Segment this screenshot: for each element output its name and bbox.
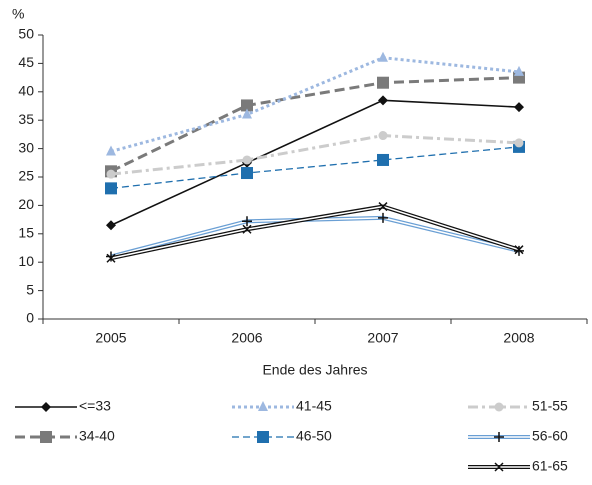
marker: [494, 402, 504, 412]
marker: [378, 51, 388, 62]
y-tick-label: 0: [26, 310, 34, 326]
legend-label: 41-45: [296, 398, 332, 414]
marker: [106, 253, 116, 263]
marker: [242, 108, 252, 119]
marker: [494, 432, 504, 442]
x-axis-label: Ende des Jahres: [262, 362, 367, 378]
line: [110, 134, 520, 176]
line: [110, 204, 520, 261]
line: [110, 146, 520, 190]
line: [110, 56, 520, 153]
marker: [242, 216, 252, 227]
line-inner: [110, 205, 520, 259]
x-tick-label: 2008: [503, 330, 534, 346]
line: [110, 215, 520, 259]
marker: [242, 155, 252, 165]
y-axis-label: %: [12, 6, 24, 22]
legend-label: <=33: [79, 398, 111, 414]
marker: [105, 182, 117, 195]
marker: [377, 153, 389, 166]
y-tick-label: 35: [18, 111, 34, 127]
y-tick-label: 20: [18, 196, 34, 212]
marker: [41, 402, 51, 412]
y-tick-label: 50: [18, 26, 34, 42]
y-tick-label: 15: [18, 225, 34, 241]
line: [110, 76, 520, 173]
marker: [40, 431, 52, 443]
legend-label: 61-65: [532, 458, 568, 474]
y-tick-label: 5: [26, 281, 34, 297]
marker: [106, 169, 116, 179]
marker: [106, 220, 116, 231]
marker: [514, 102, 524, 113]
marker: [106, 145, 116, 156]
marker: [378, 212, 388, 223]
line: [110, 99, 520, 227]
marker: [514, 245, 524, 255]
marker: [514, 138, 524, 148]
marker: [241, 167, 253, 180]
marker: [494, 462, 504, 472]
marker: [514, 65, 524, 76]
marker: [242, 224, 252, 234]
marker: [514, 245, 524, 256]
legend-label: 56-60: [532, 428, 568, 444]
marker: [378, 131, 388, 141]
marker: [378, 202, 388, 212]
marker: [257, 431, 269, 443]
legend-label: 51-55: [532, 398, 568, 414]
marker: [241, 99, 253, 112]
x-tick-label: 2005: [95, 330, 126, 346]
x-tick-label: 2007: [367, 330, 398, 346]
marker: [258, 401, 268, 411]
y-tick-label: 30: [18, 139, 34, 155]
y-tick-label: 45: [18, 54, 34, 70]
y-tick-label: 25: [18, 168, 34, 184]
y-tick-label: 40: [18, 83, 34, 99]
legend-label: 46-50: [296, 428, 332, 444]
marker: [378, 95, 388, 106]
y-tick-label: 10: [18, 253, 34, 269]
marker: [377, 76, 389, 89]
legend-label: 34-40: [79, 428, 115, 444]
x-tick-label: 2006: [231, 330, 262, 346]
